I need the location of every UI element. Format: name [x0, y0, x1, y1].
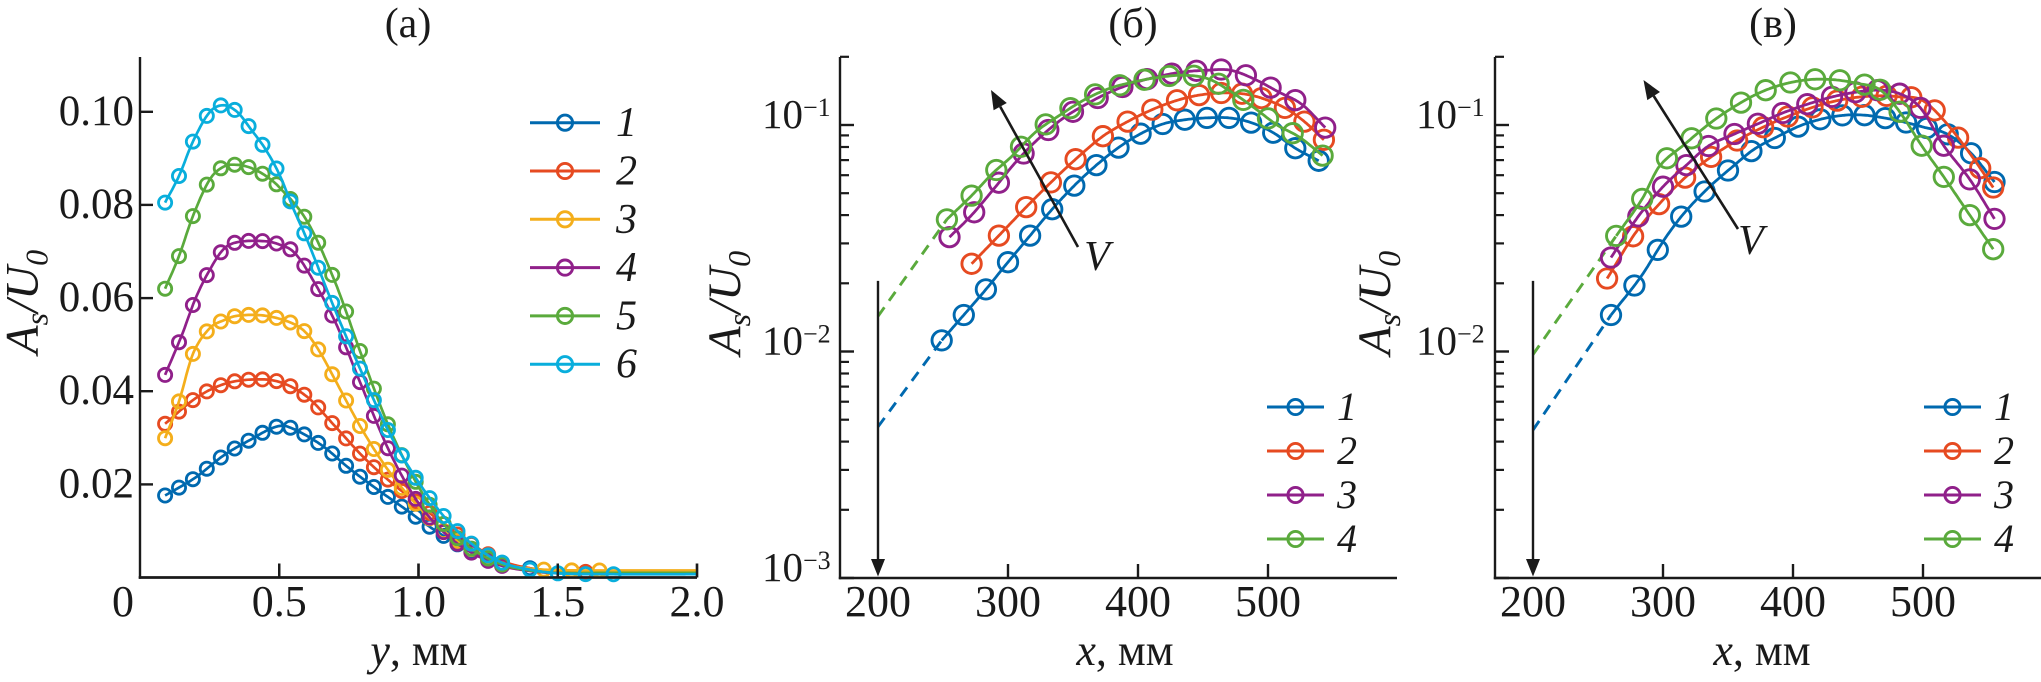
svg-text:4: 4 — [1337, 516, 1357, 561]
svg-text:0: 0 — [112, 577, 134, 626]
svg-text:2: 2 — [1994, 428, 2014, 473]
svg-text:As/U0: As/U0 — [699, 251, 757, 358]
svg-text:x, мм: x, мм — [1075, 626, 1173, 675]
svg-text:As/U0: As/U0 — [0, 250, 55, 357]
svg-text:400: 400 — [1105, 577, 1171, 626]
svg-text:2: 2 — [616, 149, 637, 195]
svg-text:0.5: 0.5 — [252, 577, 307, 626]
svg-text:0.08: 0.08 — [59, 181, 134, 228]
svg-text:0.06: 0.06 — [59, 274, 134, 321]
svg-text:y, мм: y, мм — [366, 626, 467, 675]
svg-text:2: 2 — [1337, 428, 1357, 473]
svg-text:V: V — [1084, 234, 1114, 280]
svg-text:(б): (б) — [1108, 1, 1157, 47]
svg-text:0.10: 0.10 — [59, 88, 134, 135]
svg-text:500: 500 — [1235, 577, 1301, 626]
svg-text:400: 400 — [1760, 577, 1826, 626]
svg-text:6: 6 — [616, 342, 637, 388]
svg-text:1: 1 — [616, 100, 637, 146]
svg-text:(а): (а) — [385, 1, 432, 47]
svg-text:200: 200 — [1500, 577, 1566, 626]
svg-text:1: 1 — [1994, 384, 2014, 429]
svg-text:5: 5 — [616, 293, 637, 339]
svg-text:1.0: 1.0 — [391, 577, 446, 626]
svg-text:0.04: 0.04 — [59, 367, 134, 414]
svg-text:1.5: 1.5 — [530, 577, 585, 626]
svg-text:300: 300 — [975, 577, 1041, 626]
svg-text:4: 4 — [616, 245, 637, 291]
svg-text:(в): (в) — [1749, 1, 1797, 47]
svg-text:3: 3 — [615, 197, 637, 243]
svg-text:200: 200 — [845, 577, 911, 626]
svg-text:0.02: 0.02 — [59, 460, 134, 507]
svg-text:3: 3 — [1993, 472, 2014, 517]
svg-text:1: 1 — [1337, 384, 1357, 429]
svg-text:4: 4 — [1994, 516, 2014, 561]
svg-text:3: 3 — [1336, 472, 1357, 517]
svg-text:500: 500 — [1890, 577, 1956, 626]
svg-text:x, мм: x, мм — [1712, 626, 1810, 675]
svg-text:2.0: 2.0 — [670, 577, 725, 626]
svg-text:300: 300 — [1630, 577, 1696, 626]
svg-text:As/U0: As/U0 — [1349, 251, 1407, 358]
svg-text:V: V — [1738, 218, 1768, 264]
